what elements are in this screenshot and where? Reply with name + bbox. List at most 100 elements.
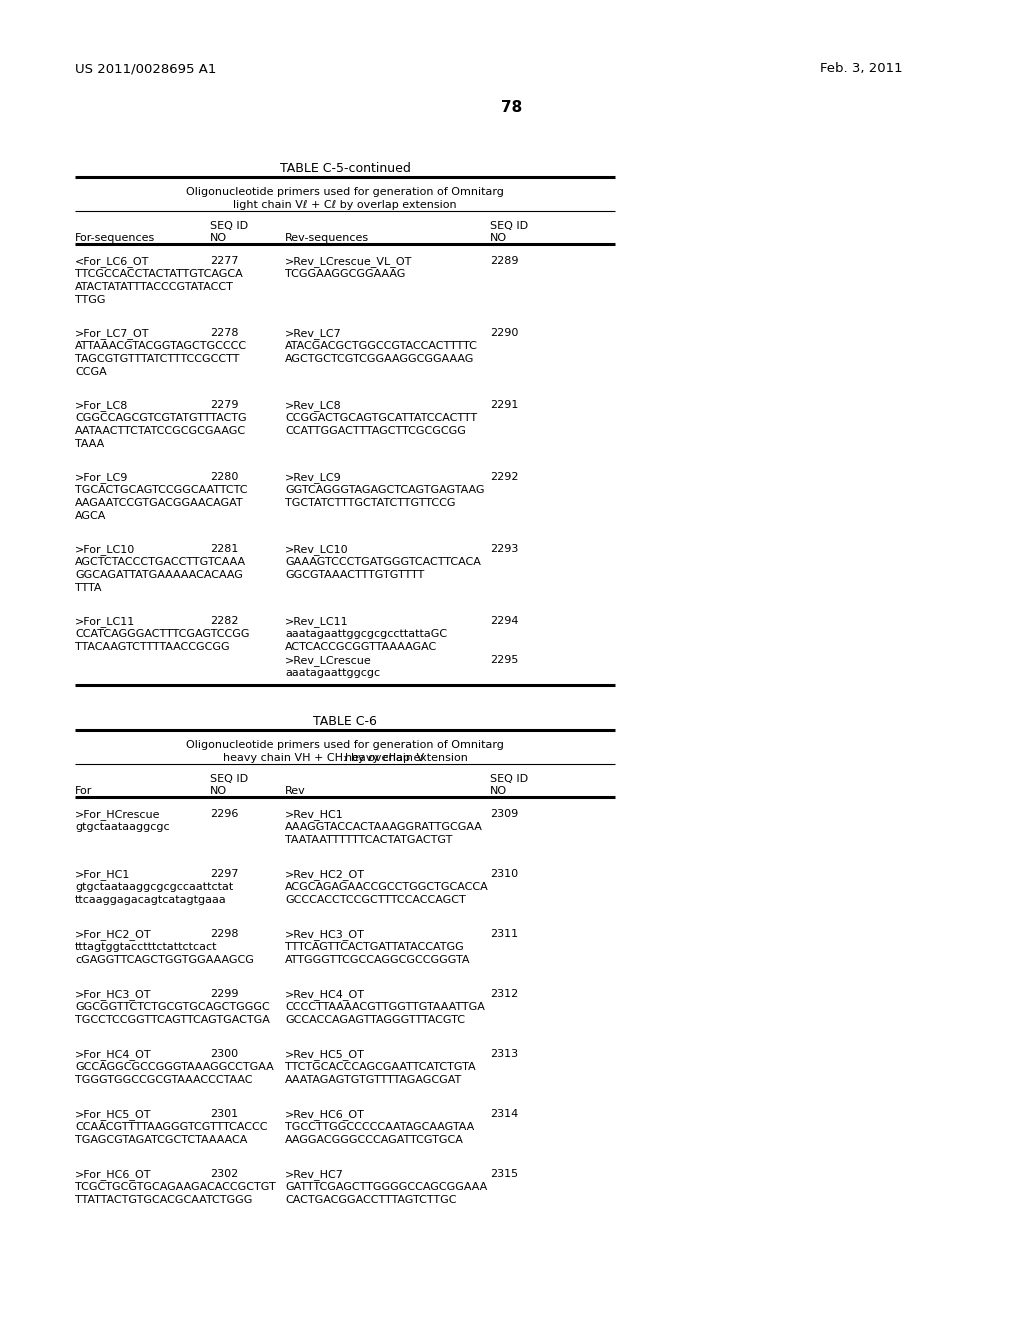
Text: US 2011/0028695 A1: US 2011/0028695 A1 xyxy=(75,62,216,75)
Text: >For_HC4_OT: >For_HC4_OT xyxy=(75,1049,152,1060)
Text: 2314: 2314 xyxy=(490,1109,518,1119)
Text: TABLE C-6: TABLE C-6 xyxy=(313,715,377,729)
Text: AAATAGAGTGTGTTTTAGAGCGAT: AAATAGAGTGTGTTTTAGAGCGAT xyxy=(285,1074,462,1085)
Text: >For_LC7_OT: >For_LC7_OT xyxy=(75,327,150,339)
Text: CCAACGTTTTAAGGGTCGTTTCACCC: CCAACGTTTTAAGGGTCGTTTCACCC xyxy=(75,1122,267,1133)
Text: AGCA: AGCA xyxy=(75,511,106,521)
Text: 2277: 2277 xyxy=(210,256,239,267)
Text: >For_HC2_OT: >For_HC2_OT xyxy=(75,929,152,940)
Text: TABLE C-5-continued: TABLE C-5-continued xyxy=(280,162,411,176)
Text: AGCTCTACCCTGACCTTGTCAAA: AGCTCTACCCTGACCTTGTCAAA xyxy=(75,557,246,568)
Text: ACTCACCGCGGTTAAAAGAC: ACTCACCGCGGTTAAAAGAC xyxy=(285,642,437,652)
Text: 2313: 2313 xyxy=(490,1049,518,1059)
Text: 2300: 2300 xyxy=(210,1049,239,1059)
Text: >Rev_HC3_OT: >Rev_HC3_OT xyxy=(285,929,365,940)
Text: TGAGCGTAGATCGCTCTAAAACA: TGAGCGTAGATCGCTCTAAAACA xyxy=(75,1135,248,1144)
Text: ttcaaggagacagtcatagtgaaa: ttcaaggagacagtcatagtgaaa xyxy=(75,895,226,906)
Text: >Rev_LC11: >Rev_LC11 xyxy=(285,616,348,627)
Text: GGTCAGGGTAGAGCTCAGTGAGTAAG: GGTCAGGGTAGAGCTCAGTGAGTAAG xyxy=(285,484,484,495)
Text: NO: NO xyxy=(210,234,227,243)
Text: >Rev_LC7: >Rev_LC7 xyxy=(285,327,342,339)
Text: heavy chain V: heavy chain V xyxy=(345,752,424,763)
Text: >For_HC1: >For_HC1 xyxy=(75,869,130,880)
Text: >Rev_LCrescue: >Rev_LCrescue xyxy=(285,655,372,665)
Text: SEQ ID: SEQ ID xyxy=(210,774,248,784)
Text: 2298: 2298 xyxy=(210,929,239,939)
Text: aaatagaattggcgc: aaatagaattggcgc xyxy=(285,668,380,678)
Text: NO: NO xyxy=(210,785,227,796)
Text: 2282: 2282 xyxy=(210,616,239,626)
Text: >Rev_HC6_OT: >Rev_HC6_OT xyxy=(285,1109,365,1119)
Text: >Rev_LC9: >Rev_LC9 xyxy=(285,473,342,483)
Text: Feb. 3, 2011: Feb. 3, 2011 xyxy=(820,62,902,75)
Text: 2291: 2291 xyxy=(490,400,518,411)
Text: 2302: 2302 xyxy=(210,1170,239,1179)
Text: TAATAATTTTTTCACTATGACTGT: TAATAATTTTTTCACTATGACTGT xyxy=(285,836,453,845)
Text: TTGG: TTGG xyxy=(75,294,105,305)
Text: AAGGACGGGCCCAGATTCGTGCA: AAGGACGGGCCCAGATTCGTGCA xyxy=(285,1135,464,1144)
Text: tttagtggtacctttctattctcact: tttagtggtacctttctattctcact xyxy=(75,942,217,952)
Text: TTCGCCACCTACTATTGTCAGCA: TTCGCCACCTACTATTGTCAGCA xyxy=(75,269,243,279)
Text: 2292: 2292 xyxy=(490,473,518,482)
Text: 2279: 2279 xyxy=(210,400,239,411)
Text: 2289: 2289 xyxy=(490,256,518,267)
Text: ACGCAGAGAACCGCCTGGCTGCACCA: ACGCAGAGAACCGCCTGGCTGCACCA xyxy=(285,882,488,892)
Text: ATTGGGTTCGCCAGGCGCCGGGTA: ATTGGGTTCGCCAGGCGCCGGGTA xyxy=(285,954,470,965)
Text: >For_LC11: >For_LC11 xyxy=(75,616,135,627)
Text: >Rev_LCrescue_VL_OT: >Rev_LCrescue_VL_OT xyxy=(285,256,413,267)
Text: 2293: 2293 xyxy=(490,544,518,554)
Text: AGCTGCTCGTCGGAAGGCGGAAAG: AGCTGCTCGTCGGAAGGCGGAAAG xyxy=(285,354,474,364)
Text: >Rev_HC4_OT: >Rev_HC4_OT xyxy=(285,989,365,1001)
Text: >Rev_LC10: >Rev_LC10 xyxy=(285,544,348,554)
Text: For-sequences: For-sequences xyxy=(75,234,156,243)
Text: GGCAGATTATGAAAAACACAAG: GGCAGATTATGAAAAACACAAG xyxy=(75,570,243,579)
Text: TTCTGCACCCAGCGAATTCATCTGTA: TTCTGCACCCAGCGAATTCATCTGTA xyxy=(285,1063,475,1072)
Text: 78: 78 xyxy=(502,100,522,115)
Text: CCGA: CCGA xyxy=(75,367,106,378)
Text: 2296: 2296 xyxy=(210,809,239,818)
Text: Rev: Rev xyxy=(285,785,306,796)
Text: Oligonucleotide primers used for generation of Omnitarg: Oligonucleotide primers used for generat… xyxy=(186,741,504,750)
Text: GAAAGTCCCTGATGGGTCACTTCACA: GAAAGTCCCTGATGGGTCACTTCACA xyxy=(285,557,481,568)
Text: >For_LC8: >For_LC8 xyxy=(75,400,128,411)
Text: >For_HC3_OT: >For_HC3_OT xyxy=(75,989,152,1001)
Text: 2315: 2315 xyxy=(490,1170,518,1179)
Text: 2295: 2295 xyxy=(490,655,518,665)
Text: AAAGGTACCACTAAAGGRATTGCGAA: AAAGGTACCACTAAAGGRATTGCGAA xyxy=(285,822,483,832)
Text: TTTCAGTTCACTGATTATACCATGG: TTTCAGTTCACTGATTATACCATGG xyxy=(285,942,464,952)
Text: light chain Vℓ + Cℓ by overlap extension: light chain Vℓ + Cℓ by overlap extension xyxy=(233,201,457,210)
Text: >For_HC5_OT: >For_HC5_OT xyxy=(75,1109,152,1119)
Text: GCCACCAGAGTTAGGGTTTACGTC: GCCACCAGAGTTAGGGTTTACGTC xyxy=(285,1015,465,1026)
Text: >For_LC9: >For_LC9 xyxy=(75,473,128,483)
Text: >Rev_HC2_OT: >Rev_HC2_OT xyxy=(285,869,365,880)
Text: 2299: 2299 xyxy=(210,989,239,999)
Text: SEQ ID: SEQ ID xyxy=(210,220,248,231)
Text: 2294: 2294 xyxy=(490,616,518,626)
Text: 2309: 2309 xyxy=(490,809,518,818)
Text: GCCCACCTCCGCTTTCCACCAGCT: GCCCACCTCCGCTTTCCACCAGCT xyxy=(285,895,466,906)
Text: SEQ ID: SEQ ID xyxy=(490,774,528,784)
Text: TCGGAAGGCGGAAAG: TCGGAAGGCGGAAAG xyxy=(285,269,406,279)
Text: >Rev_LC8: >Rev_LC8 xyxy=(285,400,342,411)
Text: >For_HC6_OT: >For_HC6_OT xyxy=(75,1170,152,1180)
Text: TGCCTCCGGTTCAGTTCAGTGACTGA: TGCCTCCGGTTCAGTTCAGTGACTGA xyxy=(75,1015,270,1026)
Text: CCGGACTGCAGTGCATTATCCACTTT: CCGGACTGCAGTGCATTATCCACTTT xyxy=(285,413,477,422)
Text: CACTGACGGACCTTTAGTCTTGC: CACTGACGGACCTTTAGTCTTGC xyxy=(285,1195,457,1205)
Text: GATTTCGAGCTTGGGGCCAGCGGAAA: GATTTCGAGCTTGGGGCCAGCGGAAA xyxy=(285,1181,487,1192)
Text: TAAA: TAAA xyxy=(75,440,104,449)
Text: For: For xyxy=(75,785,92,796)
Text: CCATTGGACTTTAGCTTCGCGCGG: CCATTGGACTTTAGCTTCGCGCGG xyxy=(285,426,466,436)
Text: AATAACTTCTATCCGCGCGAAGC: AATAACTTCTATCCGCGCGAAGC xyxy=(75,426,246,436)
Text: gtgctaataaggcgc: gtgctaataaggcgc xyxy=(75,822,170,832)
Text: >Rev_HC7: >Rev_HC7 xyxy=(285,1170,344,1180)
Text: heavy chain VH + CH₁ by overlap extension: heavy chain VH + CH₁ by overlap extensio… xyxy=(222,752,467,763)
Text: GCCAGGCGCCGGGTAAAGGCCTGAA: GCCAGGCGCCGGGTAAAGGCCTGAA xyxy=(75,1063,273,1072)
Text: ATACGACGCTGGCCGTACCACTTTTC: ATACGACGCTGGCCGTACCACTTTTC xyxy=(285,341,478,351)
Text: <For_LC6_OT: <For_LC6_OT xyxy=(75,256,150,267)
Text: >For_HCrescue: >For_HCrescue xyxy=(75,809,161,820)
Text: CCATCAGGGACTTTCGAGTCCGG: CCATCAGGGACTTTCGAGTCCGG xyxy=(75,630,250,639)
Text: GGCGTAAACTTTGTGTTTT: GGCGTAAACTTTGTGTTTT xyxy=(285,570,424,579)
Text: SEQ ID: SEQ ID xyxy=(490,220,528,231)
Text: AAGAATCCGTGACGGAACAGAT: AAGAATCCGTGACGGAACAGAT xyxy=(75,498,244,508)
Text: 2311: 2311 xyxy=(490,929,518,939)
